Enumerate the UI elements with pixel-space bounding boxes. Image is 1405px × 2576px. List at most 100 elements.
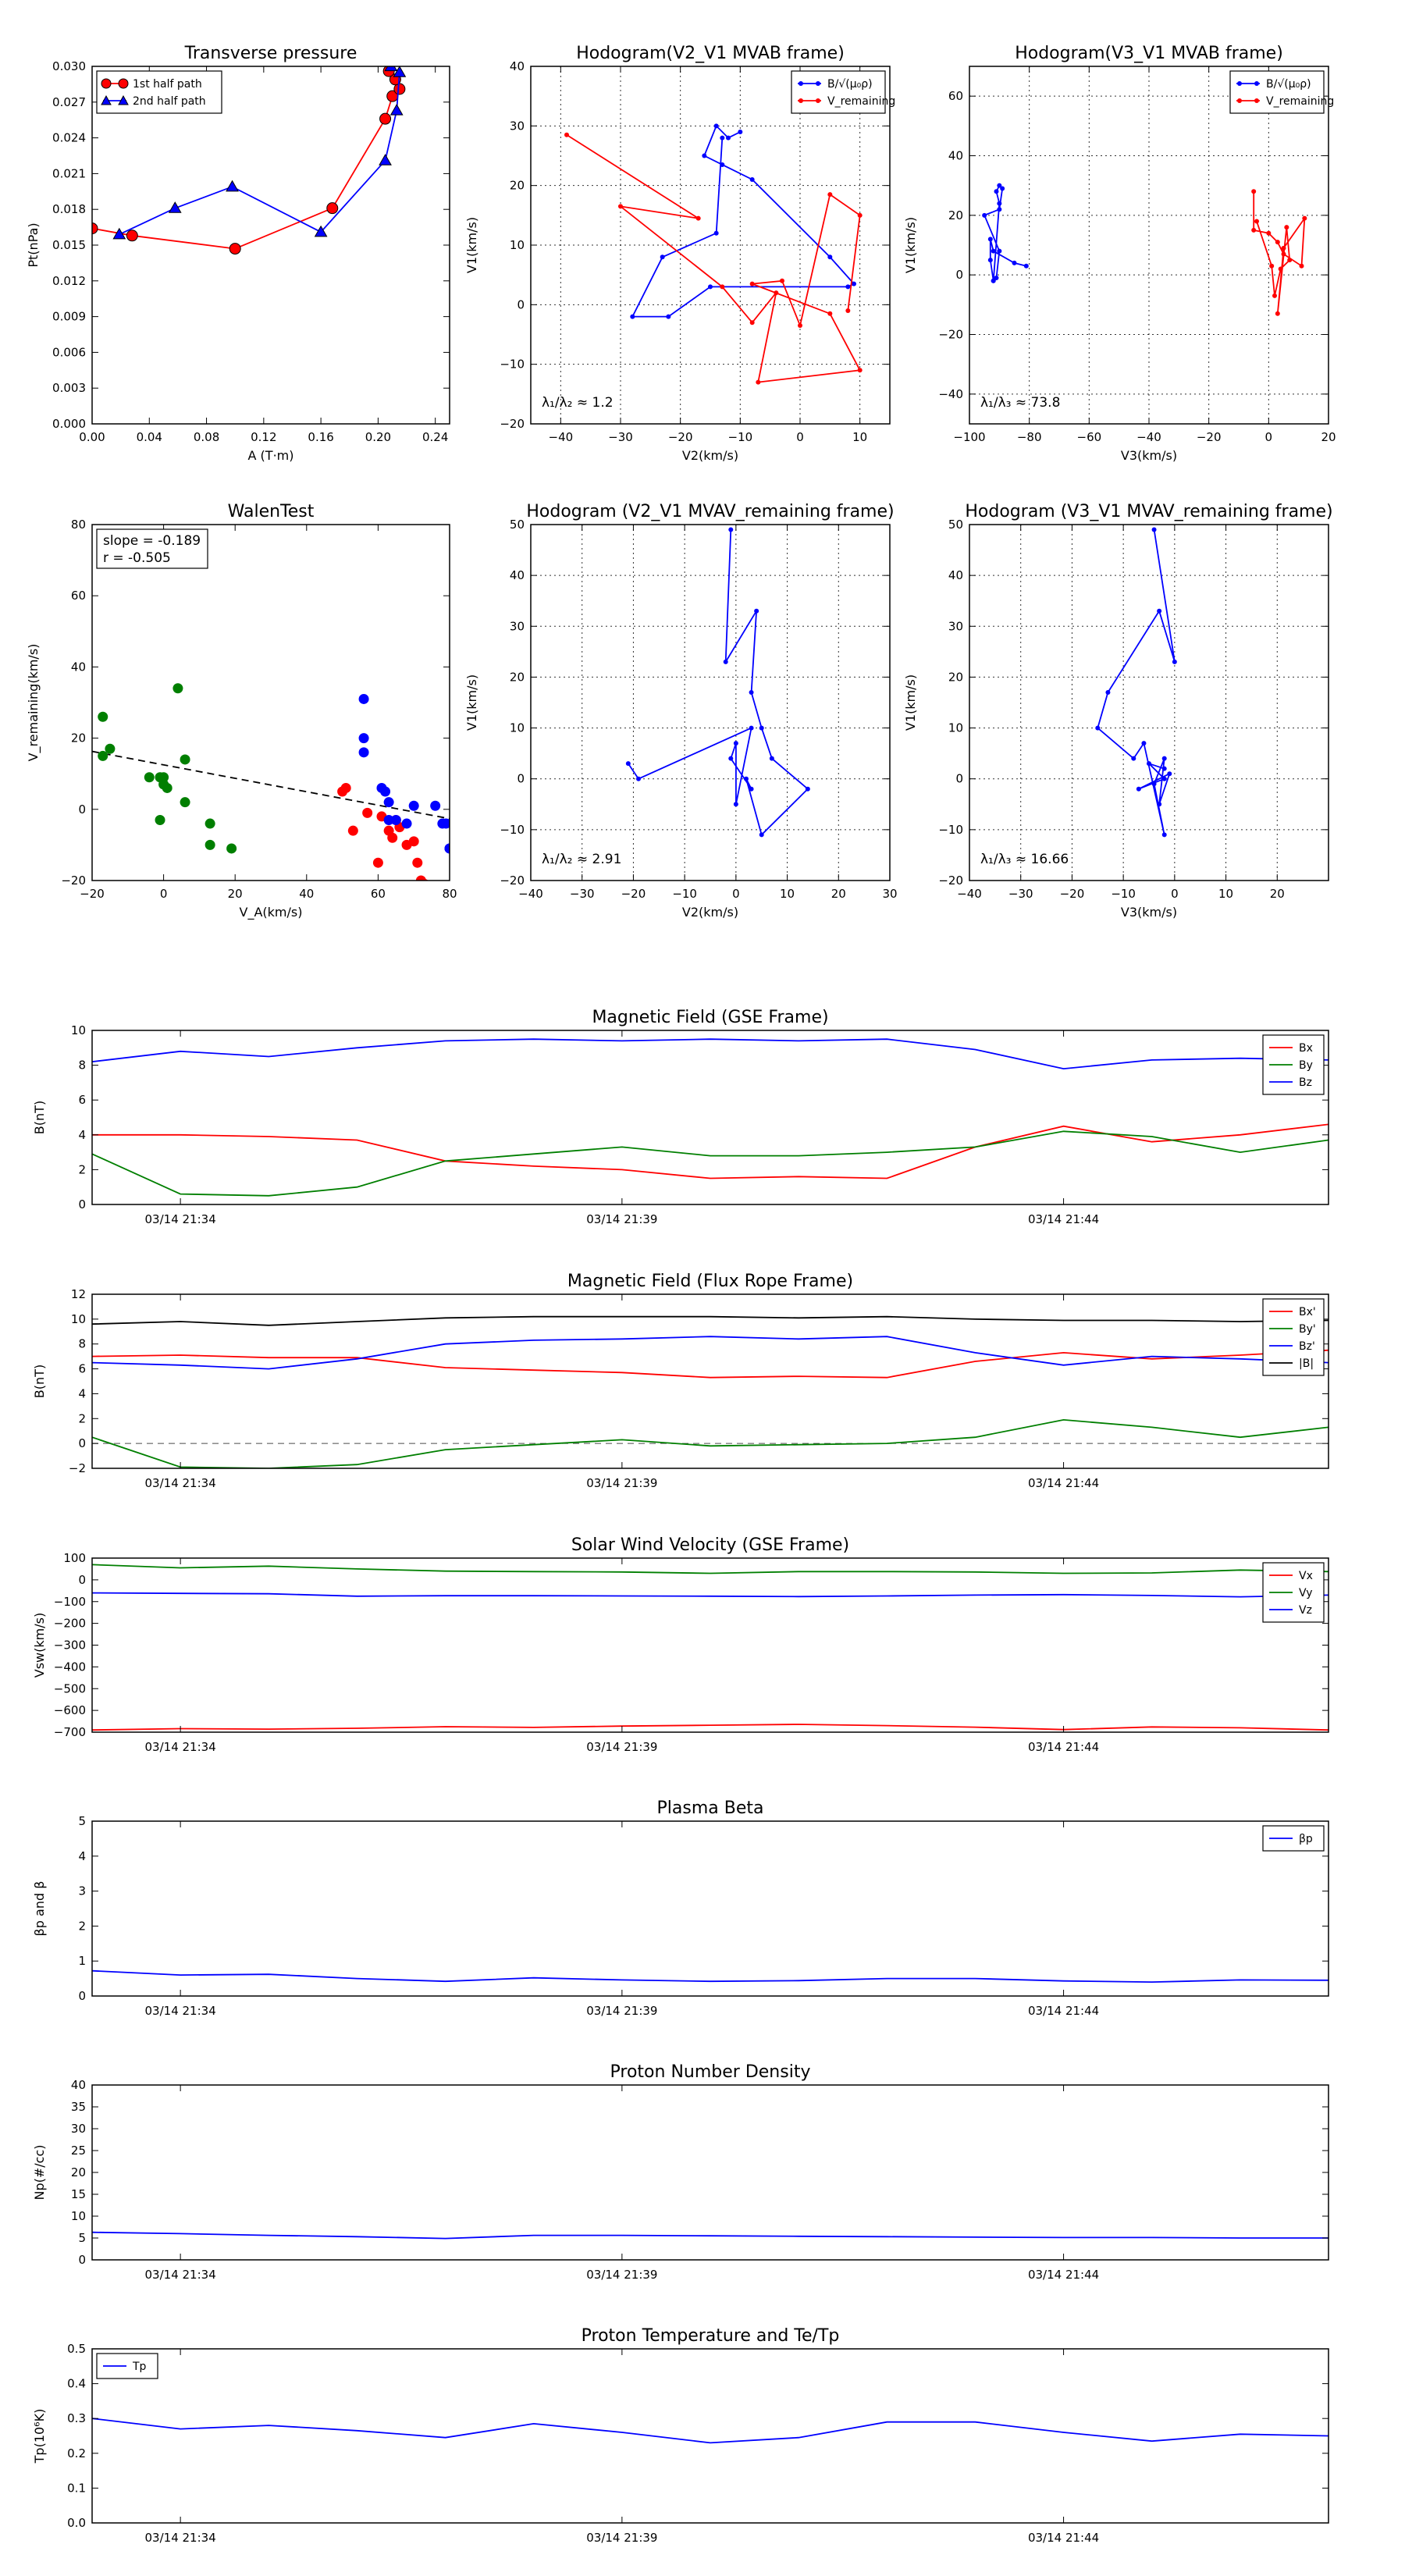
x-tick-label: 40 <box>299 887 314 901</box>
x-tick-label: −10 <box>1111 887 1136 901</box>
y-tick-label: 100 <box>63 1551 86 1565</box>
y-axis-label: Np(#/cc) <box>32 2145 47 2201</box>
data-point <box>430 800 441 811</box>
data-point <box>564 132 569 137</box>
series-line-2 <box>92 1592 1329 1598</box>
data-point <box>702 153 707 158</box>
legend-marker <box>816 98 820 103</box>
data-point <box>857 368 863 373</box>
y-tick-label: −20 <box>500 417 525 431</box>
data-point <box>1287 258 1293 263</box>
data-point <box>756 379 761 385</box>
legend-label: Bx' <box>1299 1306 1316 1318</box>
y-tick-label: 0 <box>78 1989 86 2003</box>
x-tick-label: 20 <box>831 887 846 901</box>
plot-area <box>531 525 890 881</box>
y-tick-label: −500 <box>54 1681 86 1695</box>
data-point <box>827 192 833 197</box>
x-tick-label: 0 <box>1171 887 1179 901</box>
legend-label: Bz' <box>1299 1340 1315 1353</box>
data-point <box>845 284 851 290</box>
data-point <box>389 103 404 116</box>
data-point <box>991 278 996 283</box>
plot-frame <box>91 2348 1329 2524</box>
data-point <box>358 747 369 758</box>
chart-vsw: 03/14 21:34 03/14 21:39 03/14 21:44 −700 −60… <box>32 1535 1329 1754</box>
x-tick-label: 30 <box>882 887 897 901</box>
y-tick-label: 10 <box>510 721 525 735</box>
data-point <box>444 843 450 854</box>
data-point <box>105 743 116 754</box>
data-point <box>1012 260 1017 265</box>
legend-label: βp <box>1299 1833 1313 1845</box>
data-point <box>997 207 1002 212</box>
data-point <box>1278 266 1283 272</box>
ratio-annotation: λ₁/λ₃ ≈ 16.66 <box>980 852 1069 867</box>
x-tick-label: 0 <box>160 887 168 901</box>
data-point <box>180 797 190 808</box>
y-tick-label: −40 <box>938 387 963 401</box>
plot-area <box>92 2085 1329 2260</box>
data-point <box>314 225 328 237</box>
x-tick-label: 0 <box>796 430 804 444</box>
legend-marker <box>118 94 129 105</box>
data-point <box>1275 240 1280 245</box>
y-tick-label: 0.0 <box>67 2516 86 2530</box>
y-tick-label: 40 <box>510 568 525 582</box>
series-line-0 <box>92 1123 1329 1179</box>
legend-label: Bx <box>1299 1042 1313 1055</box>
y-tick-label: 50 <box>948 518 963 532</box>
x-tick-label: 03/14 21:34 <box>145 1212 216 1226</box>
y-tick-label: 50 <box>510 518 525 532</box>
data-point <box>1302 215 1307 221</box>
data-point <box>1284 225 1289 230</box>
y-tick-label: 0.1 <box>67 2481 86 2495</box>
x-tick-label: −100 <box>953 430 985 444</box>
y-axis-label: V1(km/s) <box>903 217 918 273</box>
data-point <box>358 693 369 704</box>
plot-frame <box>530 524 891 881</box>
plot-frame <box>91 1293 1329 1469</box>
y-tick-label: 60 <box>948 89 963 103</box>
x-tick-label: 0 <box>1265 430 1273 444</box>
x-tick-label: 20 <box>1321 430 1336 444</box>
data-point <box>1251 189 1257 194</box>
data-point <box>1000 186 1005 191</box>
y-tick-label: 0 <box>955 772 963 786</box>
data-point <box>155 814 165 825</box>
data-point <box>1161 766 1167 771</box>
legend-label: Vy <box>1299 1587 1313 1599</box>
y-tick-label: 0.030 <box>52 59 86 73</box>
y-tick-label: 40 <box>71 2078 86 2092</box>
legend-marker <box>118 78 129 89</box>
y-tick-label: 0.021 <box>52 166 86 180</box>
y-tick-label: 1 <box>78 1954 86 1968</box>
plot-frame <box>91 1820 1329 1997</box>
data-point <box>733 802 738 807</box>
data-point <box>991 248 996 254</box>
series-line-3 <box>92 1315 1329 1326</box>
data-layer <box>92 1315 1329 1468</box>
data-point <box>713 123 719 129</box>
data-point <box>383 814 394 825</box>
data-point <box>1281 245 1286 251</box>
y-tick-label: 0.006 <box>52 345 86 359</box>
y-tick-label: 20 <box>948 208 963 222</box>
chart-title: Proton Number Density <box>610 2062 811 2082</box>
legend: B/√(μ₀ρ) V_remaining <box>791 70 895 114</box>
y-tick-label: −20 <box>500 873 525 888</box>
y-tick-label: 4 <box>78 1849 86 1863</box>
data-point <box>733 741 738 746</box>
chart-np: 03/14 21:34 03/14 21:39 03/14 21:44 0 5 10 15 2… <box>32 2062 1329 2282</box>
data-point <box>1157 802 1162 807</box>
data-point <box>708 284 713 290</box>
legend: Tp <box>96 2353 158 2379</box>
data-point <box>827 254 833 260</box>
legend-label: By' <box>1299 1323 1316 1336</box>
x-tick-label: 03/14 21:44 <box>1028 2268 1099 2282</box>
legend-label: V_remaining <box>827 95 895 108</box>
y-axis-label: βp and β <box>32 1881 47 1937</box>
data-point <box>982 212 987 218</box>
x-tick-label: 80 <box>442 887 457 901</box>
y-tick-label: 40 <box>948 149 963 163</box>
